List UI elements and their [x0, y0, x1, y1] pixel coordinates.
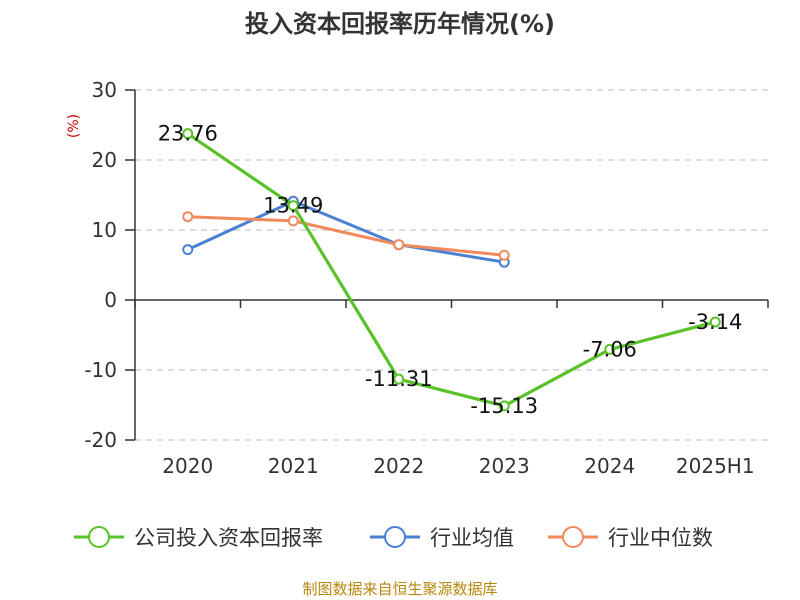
legend: 公司投入资本回报率 行业均值 行业中位数 — [74, 526, 713, 550]
series-line-1 — [187, 199, 505, 264]
y-tick-label: 0 — [104, 288, 117, 312]
chart-title: 投入资本回报率历年情况(%) — [245, 10, 555, 38]
legend-label: 行业均值 — [430, 526, 514, 550]
series-line-0 — [186, 132, 716, 408]
legend-label: 行业中位数 — [608, 526, 713, 550]
series-point-0 — [709, 316, 721, 328]
x-tick-label: 2025H1 — [676, 454, 755, 478]
y-tick-labels: 30 20 10 0 -10 -20 — [84, 78, 117, 452]
data-labels: 23.76 13.49 -11.31 -15.13 -7.06 -3.14 — [158, 122, 743, 418]
series-point-2 — [182, 211, 194, 223]
series-point-0 — [393, 373, 405, 385]
grid-lines — [135, 89, 768, 441]
legend-label: 公司投入资本回报率 — [134, 526, 323, 550]
data-label: 13.49 — [263, 194, 323, 218]
x-tick-label: 2020 — [162, 454, 213, 478]
series-point-1 — [182, 244, 194, 256]
data-label: -15.13 — [470, 394, 538, 418]
y-tick-label: 30 — [92, 78, 117, 102]
legend-marker — [88, 526, 110, 548]
series-point-0 — [604, 343, 616, 355]
x-tick-labels: 2020 2021 2022 2023 2024 2025H1 — [162, 454, 754, 478]
x-tick-label: 2024 — [584, 454, 635, 478]
source-note: 制图数据来自恒生聚源数据库 — [302, 580, 497, 598]
y-tick-label: -10 — [84, 358, 117, 382]
axes — [125, 89, 769, 441]
data-label: 23.76 — [158, 122, 218, 146]
data-label: -7.06 — [583, 337, 637, 361]
data-label: -11.31 — [365, 367, 433, 391]
series-point-2 — [287, 215, 299, 227]
series-layer — [182, 128, 721, 412]
series-point-0 — [498, 400, 510, 412]
y-tick-label: -20 — [84, 428, 117, 452]
series-point-0 — [182, 128, 194, 140]
y-axis-unit: (%) — [66, 114, 82, 138]
y-tick-label: 20 — [92, 148, 117, 172]
series-point-0 — [287, 200, 299, 212]
x-tick-label: 2023 — [479, 454, 530, 478]
x-tick-label: 2021 — [268, 454, 319, 478]
y-tick-label: 10 — [92, 218, 117, 242]
series-point-2 — [498, 249, 510, 261]
x-tick-label: 2022 — [373, 454, 424, 478]
legend-marker — [562, 526, 584, 548]
series-point-2 — [393, 239, 405, 251]
series-line-2 — [187, 215, 505, 257]
legend-marker — [384, 526, 406, 548]
data-label: -3.14 — [688, 310, 742, 334]
